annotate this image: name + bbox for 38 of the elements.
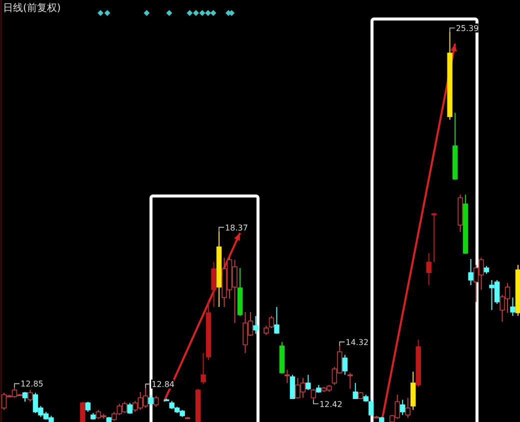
candlestick [200,352,206,385]
candlestick [310,388,316,400]
candlestick [348,372,353,390]
annotation: 12.84 [152,380,175,390]
candlestick [253,315,258,334]
annotation: 12.85 [20,380,44,389]
candlestick [290,374,296,400]
label: 12.84 [145,380,175,390]
candlestick [268,315,274,329]
candlestick [405,397,410,418]
candlestick [127,402,132,414]
annotation: 14.32 [346,338,369,347]
label: 25.39 [449,24,479,33]
candlestick [426,252,432,286]
label: 12.85 [14,379,44,389]
candlestick [264,325,269,336]
candlestick [468,258,474,286]
chart-title: 日线(前复权) [3,2,61,14]
candlestick [431,212,437,263]
candlestick [154,395,159,408]
candlestick [28,390,33,402]
annotation: 18.37 [225,223,248,232]
candlestick [284,369,290,384]
candlestick [352,382,358,400]
candlestick [85,401,91,412]
candlestick [306,374,311,391]
candlestick [342,354,348,376]
candlestick [211,262,216,308]
candlestick [410,371,416,410]
candlestick [148,394,154,407]
annotation: 25.39 [456,24,479,33]
candlestick [22,391,28,402]
candlestick [510,297,516,316]
candlestick [274,306,280,334]
annotation: 12.42 [319,400,342,409]
candlestick [80,401,86,422]
candlestick [368,399,374,416]
candlestick [400,399,406,416]
